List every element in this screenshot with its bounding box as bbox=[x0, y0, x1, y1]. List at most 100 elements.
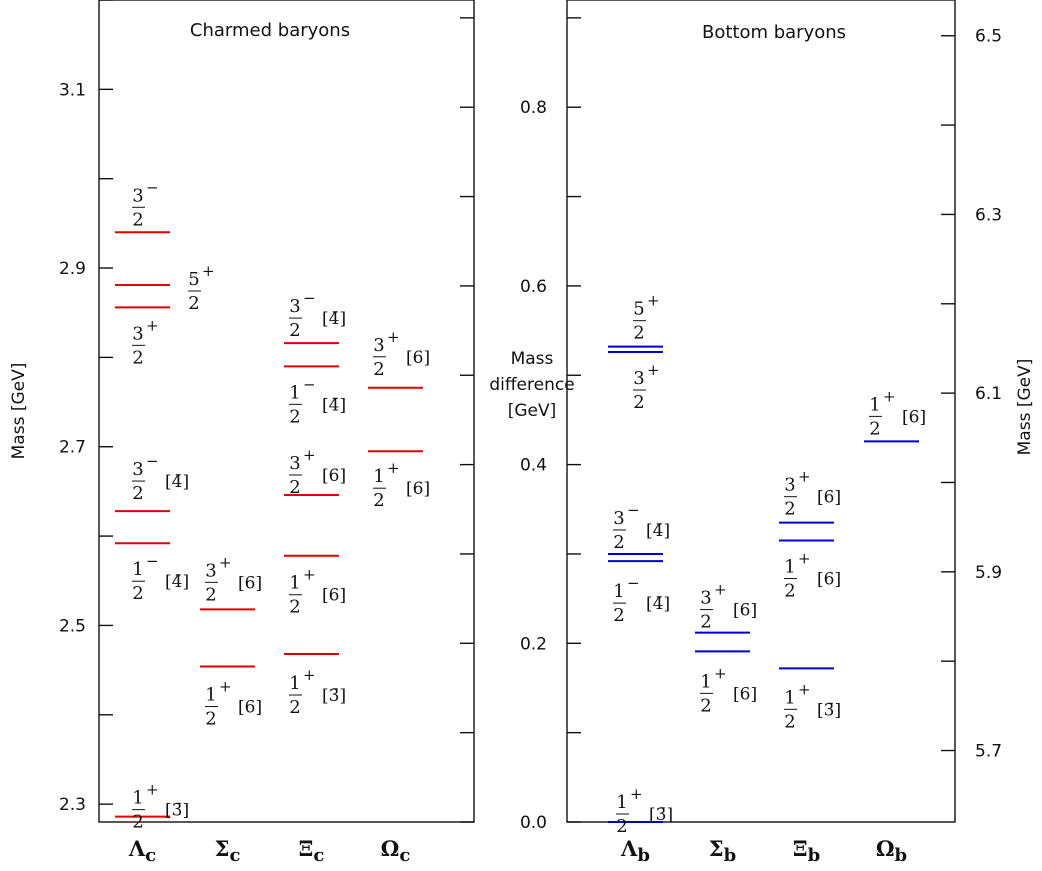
jp-parity: + bbox=[883, 387, 896, 405]
jp-numerator: 3 bbox=[132, 323, 143, 344]
jp-parity: + bbox=[387, 328, 400, 346]
category-label-xi-b: Ξb bbox=[793, 836, 820, 866]
jp-denominator: 2 bbox=[633, 323, 644, 344]
category-label-xi-c: Ξc bbox=[299, 836, 325, 866]
jp-label-xi-b-5.955: 3 +2 [6] bbox=[784, 468, 841, 520]
jp-multiplet: [6] bbox=[406, 348, 430, 368]
jp-numerator: 3 bbox=[613, 508, 624, 529]
category-label-sigma-b: Σb bbox=[709, 836, 736, 866]
jp-label-lambda-b-5.62: 1 +2 [3̄] bbox=[616, 785, 673, 837]
charm-y-tick-label: 3.1 bbox=[59, 80, 86, 100]
charmed-y-axis-label: Mass [GeV] bbox=[9, 363, 29, 460]
jp-label-lambda-c-2.94: 3 −2 bbox=[132, 178, 159, 230]
category-label-lambda-b: Λb bbox=[620, 836, 650, 866]
jp-numerator: 1 bbox=[132, 559, 143, 580]
bottom-y-tick-label: 6.1 bbox=[975, 384, 1002, 404]
jp-numerator: 3 bbox=[784, 475, 795, 496]
jp-label-lambda-c-2.856: 3 +2 bbox=[132, 316, 159, 368]
jp-denominator: 2 bbox=[633, 392, 644, 413]
charmed-panel-title: Charmed baryons bbox=[190, 20, 350, 41]
charmed-x-labels: Λc Σc Ξc Ωc bbox=[128, 836, 411, 866]
jp-denominator: 2 bbox=[700, 612, 711, 633]
mass-difference-ticks: 0.0 0.2 0.4 0.6 0.8 bbox=[460, 17, 581, 833]
jp-numerator: 1 bbox=[700, 671, 711, 692]
jp-label-omega-b-6.046: 1 +2 [6] bbox=[869, 387, 926, 439]
jp-numerator: 1 bbox=[784, 557, 795, 578]
jp-denominator: 2 bbox=[132, 583, 143, 604]
jp-denominator: 2 bbox=[613, 605, 624, 626]
jp-numerator: 3 bbox=[700, 588, 711, 609]
bottom-levels: 1 +2[3̄]1 −2[4̄]3 −2[4̄]3 +25 +21 +2[6]3 +2[6]1… bbox=[608, 292, 926, 837]
jp-parity: + bbox=[202, 262, 215, 280]
jp-parity: + bbox=[146, 781, 159, 799]
jp-label-sigma-b-5.832: 3 +2 [6] bbox=[700, 581, 757, 633]
jp-denominator: 2 bbox=[132, 483, 143, 504]
jp-parity: − bbox=[146, 178, 159, 196]
jp-numerator: 1 bbox=[289, 382, 300, 403]
jp-label-xi-c-2.816: 3 −2 [4̄] bbox=[289, 289, 346, 341]
jp-multiplet: [4̄] bbox=[322, 309, 346, 329]
charmed-levels: 1 +2[3̄]1 −2[4̄]3 −2[4̄]3 +25 +23 −21 +2[6]3 +2[… bbox=[115, 178, 430, 833]
jp-numerator: 1 bbox=[784, 687, 795, 708]
jp-denominator: 2 bbox=[289, 597, 300, 618]
mass-difference-label-line-1: Mass bbox=[511, 349, 554, 369]
jp-numerator: 1 bbox=[373, 466, 384, 487]
jp-multiplet: [6] bbox=[406, 479, 430, 499]
jp-numerator: 1 bbox=[289, 673, 300, 694]
jp-numerator: 1 bbox=[289, 573, 300, 594]
charm-y-tick-label: 2.5 bbox=[59, 616, 86, 636]
mass-difference-axis: Mass difference [GeV] 0.0 0.2 0.4 0.6 0.8 bbox=[460, 17, 581, 833]
jp-label-xi-c-2.79: 1 −2 [4̄] bbox=[289, 375, 346, 427]
jp-parity: + bbox=[798, 468, 811, 486]
mass-difference-tick-label: 0.0 bbox=[520, 813, 547, 833]
mass-difference-tick-label: 0.2 bbox=[520, 634, 547, 654]
jp-numerator: 5 bbox=[633, 299, 644, 320]
jp-parity: − bbox=[627, 501, 640, 519]
jp-parity: − bbox=[146, 452, 159, 470]
jp-parity: + bbox=[303, 666, 316, 684]
jp-denominator: 2 bbox=[869, 418, 880, 439]
jp-label-xi-c-2.468: 1 +2 [3̄] bbox=[289, 666, 346, 718]
jp-multiplet: [4̄] bbox=[646, 594, 670, 614]
jp-parity: + bbox=[219, 553, 232, 571]
jp-parity: + bbox=[387, 459, 400, 477]
jp-label-xi-b-5.792: 1 +2 [3̄] bbox=[784, 680, 841, 732]
jp-label-lambda-b-5.912: 1 −2 [4̄] bbox=[613, 574, 670, 626]
jp-numerator: 3 bbox=[205, 560, 216, 581]
jp-label-omega-c-2.695: 1 +2 [6] bbox=[373, 459, 430, 511]
jp-multiplet: [3̄] bbox=[165, 801, 189, 821]
charmed-panel: Charmed baryons Mass [GeV] 2.3 2.5 2.7 2.9 3… bbox=[9, 0, 475, 866]
jp-label-lambda-c-2.592: 1 −2 [4̄] bbox=[132, 552, 189, 604]
jp-multiplet: [4̄] bbox=[165, 472, 189, 492]
jp-numerator: 3 bbox=[633, 368, 644, 389]
jp-parity: + bbox=[714, 664, 727, 682]
jp-denominator: 2 bbox=[616, 816, 627, 837]
jp-multiplet: [3̄] bbox=[649, 805, 673, 825]
jp-label-lambda-c-2.881: 5 +2 bbox=[188, 262, 215, 314]
jp-denominator: 2 bbox=[784, 711, 795, 732]
jp-numerator: 1 bbox=[613, 581, 624, 602]
jp-parity: + bbox=[798, 680, 811, 698]
jp-denominator: 2 bbox=[289, 406, 300, 427]
jp-numerator: 1 bbox=[616, 792, 627, 813]
jp-parity: − bbox=[627, 574, 640, 592]
jp-denominator: 2 bbox=[205, 709, 216, 730]
jp-multiplet: [6] bbox=[322, 586, 346, 606]
bottom-y-tick-label: 6.3 bbox=[975, 205, 1002, 225]
jp-denominator: 2 bbox=[784, 499, 795, 520]
bottom-panel-title: Bottom baryons bbox=[702, 22, 846, 43]
jp-parity: + bbox=[303, 566, 316, 584]
jp-denominator: 2 bbox=[132, 812, 143, 833]
mass-difference-label-line-3: [GeV] bbox=[508, 401, 557, 421]
jp-multiplet: [6] bbox=[238, 698, 262, 718]
jp-numerator: 3 bbox=[289, 296, 300, 317]
jp-label-lambda-b-6.152: 5 +2 bbox=[633, 292, 660, 344]
jp-multiplet: [6] bbox=[817, 488, 841, 508]
jp-denominator: 2 bbox=[132, 347, 143, 368]
bottom-y-tick-label: 5.9 bbox=[975, 563, 1002, 583]
jp-multiplet: [6] bbox=[322, 466, 346, 486]
jp-numerator: 3 bbox=[289, 453, 300, 474]
category-label-sigma-c: Σc bbox=[215, 836, 241, 866]
charm-y-tick-label: 2.7 bbox=[59, 438, 86, 458]
jp-denominator: 2 bbox=[373, 490, 384, 511]
